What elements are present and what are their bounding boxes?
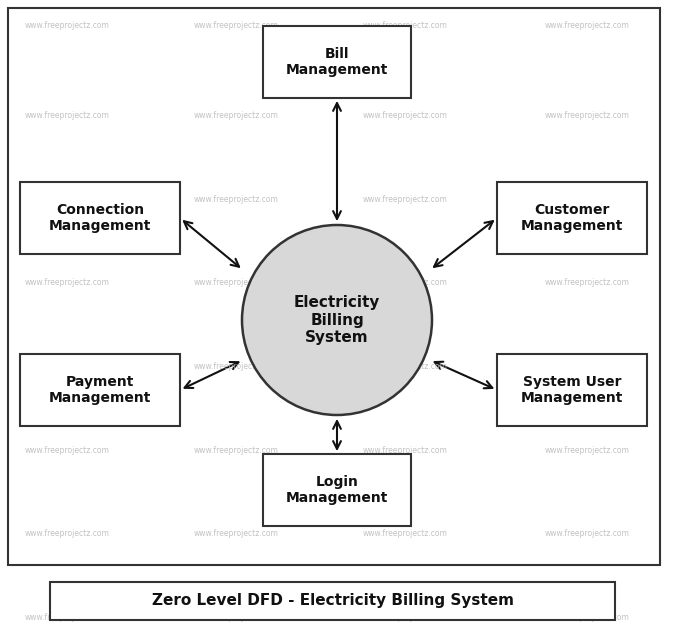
Text: www.freeprojectz.com: www.freeprojectz.com bbox=[362, 195, 448, 204]
Text: System User
Management: System User Management bbox=[521, 375, 623, 405]
Text: www.freeprojectz.com: www.freeprojectz.com bbox=[25, 278, 110, 287]
Text: www.freeprojectz.com: www.freeprojectz.com bbox=[194, 195, 279, 204]
Text: www.freeprojectz.com: www.freeprojectz.com bbox=[545, 529, 630, 538]
Text: www.freeprojectz.com: www.freeprojectz.com bbox=[362, 111, 448, 120]
Text: Payment
Management: Payment Management bbox=[49, 375, 151, 405]
Text: www.freeprojectz.com: www.freeprojectz.com bbox=[194, 111, 279, 120]
Bar bbox=[263, 26, 411, 98]
Text: Zero Level DFD - Electricity Billing System: Zero Level DFD - Electricity Billing Sys… bbox=[151, 593, 514, 608]
Text: www.freeprojectz.com: www.freeprojectz.com bbox=[194, 529, 279, 538]
Text: Connection
Management: Connection Management bbox=[49, 203, 151, 233]
Text: www.freeprojectz.com: www.freeprojectz.com bbox=[194, 446, 279, 455]
Text: www.freeprojectz.com: www.freeprojectz.com bbox=[25, 446, 110, 455]
Bar bbox=[50, 582, 615, 620]
Bar bbox=[20, 354, 180, 426]
Text: www.freeprojectz.com: www.freeprojectz.com bbox=[362, 21, 448, 30]
Text: www.freeprojectz.com: www.freeprojectz.com bbox=[545, 362, 630, 371]
Text: www.freeprojectz.com: www.freeprojectz.com bbox=[194, 613, 279, 622]
Text: www.freeprojectz.com: www.freeprojectz.com bbox=[25, 21, 110, 30]
Bar bbox=[497, 182, 647, 254]
Bar bbox=[497, 354, 647, 426]
Text: www.freeprojectz.com: www.freeprojectz.com bbox=[194, 21, 279, 30]
Text: www.freeprojectz.com: www.freeprojectz.com bbox=[362, 529, 448, 538]
Text: Customer
Management: Customer Management bbox=[521, 203, 623, 233]
Text: www.freeprojectz.com: www.freeprojectz.com bbox=[25, 529, 110, 538]
Text: www.freeprojectz.com: www.freeprojectz.com bbox=[194, 362, 279, 371]
Circle shape bbox=[242, 225, 432, 415]
Text: www.freeprojectz.com: www.freeprojectz.com bbox=[545, 613, 630, 622]
Text: www.freeprojectz.com: www.freeprojectz.com bbox=[362, 446, 448, 455]
Text: Login
Management: Login Management bbox=[286, 475, 388, 505]
Text: www.freeprojectz.com: www.freeprojectz.com bbox=[194, 278, 279, 287]
Text: Bill
Management: Bill Management bbox=[286, 47, 388, 77]
Bar bbox=[20, 182, 180, 254]
Bar bbox=[263, 454, 411, 526]
Text: www.freeprojectz.com: www.freeprojectz.com bbox=[25, 613, 110, 622]
Text: www.freeprojectz.com: www.freeprojectz.com bbox=[545, 446, 630, 455]
Text: www.freeprojectz.com: www.freeprojectz.com bbox=[545, 21, 630, 30]
Text: www.freeprojectz.com: www.freeprojectz.com bbox=[545, 195, 630, 204]
Text: www.freeprojectz.com: www.freeprojectz.com bbox=[362, 613, 448, 622]
Text: www.freeprojectz.com: www.freeprojectz.com bbox=[25, 195, 110, 204]
Bar bbox=[8, 8, 660, 565]
Text: Electricity
Billing
System: Electricity Billing System bbox=[294, 295, 380, 345]
Text: www.freeprojectz.com: www.freeprojectz.com bbox=[362, 278, 448, 287]
Text: www.freeprojectz.com: www.freeprojectz.com bbox=[545, 111, 630, 120]
Text: www.freeprojectz.com: www.freeprojectz.com bbox=[25, 111, 110, 120]
Text: www.freeprojectz.com: www.freeprojectz.com bbox=[545, 278, 630, 287]
Text: www.freeprojectz.com: www.freeprojectz.com bbox=[25, 362, 110, 371]
Text: www.freeprojectz.com: www.freeprojectz.com bbox=[362, 362, 448, 371]
